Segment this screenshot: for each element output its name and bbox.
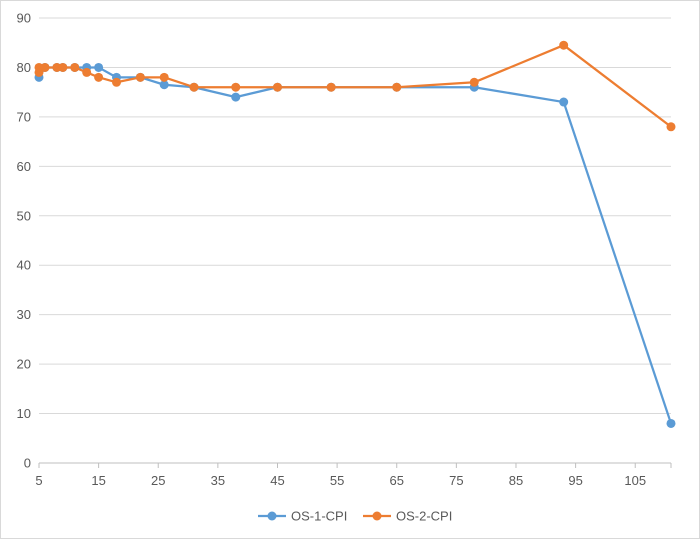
y-tick-label: 30 <box>17 307 31 322</box>
x-tick-label: 15 <box>91 473 105 488</box>
data-point <box>559 97 569 107</box>
x-tick-label: 35 <box>211 473 225 488</box>
data-point <box>559 40 569 50</box>
y-tick-label: 10 <box>17 406 31 421</box>
data-point <box>666 418 676 428</box>
data-point <box>94 72 104 82</box>
data-point <box>231 92 241 102</box>
series-layer <box>34 40 676 428</box>
data-point <box>40 62 50 72</box>
y-tick-label: 50 <box>17 208 31 223</box>
x-tick-label: 105 <box>624 473 646 488</box>
data-point <box>112 77 122 87</box>
data-point <box>189 82 199 92</box>
data-point <box>94 62 104 72</box>
legend-entry: OS-1-CPI <box>258 509 347 524</box>
gridlines <box>39 17 671 415</box>
x-tick-label: 75 <box>449 473 463 488</box>
x-tick-label: 45 <box>270 473 284 488</box>
series-line <box>37 44 672 128</box>
data-point <box>666 122 676 132</box>
y-tick-label: 40 <box>17 258 31 273</box>
data-point <box>231 82 241 92</box>
data-point <box>159 80 169 90</box>
axes: 0 10 20 30 40 50 60 70 80 90 5 15 25 35 45 55 65 75 85 95 10… <box>17 11 672 488</box>
data-point <box>326 82 336 92</box>
data-point <box>392 82 402 92</box>
data-point <box>70 62 80 72</box>
x-tick-label: 85 <box>509 473 523 488</box>
data-point <box>82 67 92 77</box>
y-tick-label: 0 <box>24 456 31 471</box>
data-point <box>469 77 479 87</box>
y-tick-label: 90 <box>17 11 31 26</box>
series-line <box>38 66 673 424</box>
data-point <box>135 72 145 82</box>
series-OS-1-CPI <box>34 62 676 428</box>
data-point <box>159 72 169 82</box>
series-OS-2-CPI <box>34 40 676 132</box>
y-tick-label: 20 <box>17 357 31 372</box>
x-tick-label: 65 <box>390 473 404 488</box>
legend-label: OS-1-CPI <box>291 509 347 524</box>
x-tick-label: 25 <box>151 473 165 488</box>
y-tick-label: 80 <box>17 60 31 75</box>
legend-marker <box>267 511 277 521</box>
x-tick-label: 55 <box>330 473 344 488</box>
x-tick-label: 5 <box>35 473 42 488</box>
y-tick-label: 70 <box>17 109 31 124</box>
legend-marker <box>372 511 382 521</box>
legend: OS-1-CPI OS-2-CPI <box>258 509 452 524</box>
data-point <box>58 62 68 72</box>
y-tick-label: 60 <box>17 159 31 174</box>
x-tick-label: 95 <box>568 473 582 488</box>
legend-entry: OS-2-CPI <box>363 509 452 524</box>
data-point <box>272 82 282 92</box>
legend-label: OS-2-CPI <box>396 509 452 524</box>
